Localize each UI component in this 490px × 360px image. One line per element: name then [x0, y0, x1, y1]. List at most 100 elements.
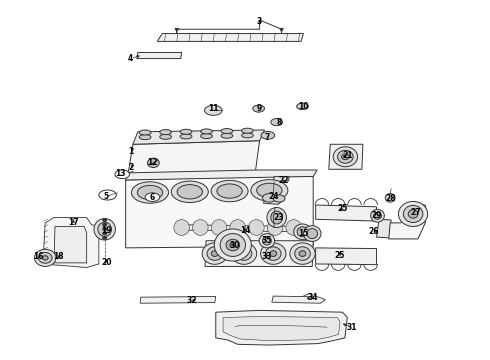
Text: 31: 31: [347, 323, 357, 332]
Ellipse shape: [297, 227, 308, 237]
Polygon shape: [389, 205, 425, 239]
Polygon shape: [316, 205, 376, 221]
Ellipse shape: [211, 251, 218, 256]
Ellipse shape: [139, 130, 151, 135]
Ellipse shape: [342, 154, 349, 159]
Ellipse shape: [211, 220, 227, 235]
Text: 4: 4: [128, 54, 133, 63]
Ellipse shape: [271, 211, 283, 224]
Ellipse shape: [226, 239, 240, 251]
Ellipse shape: [220, 234, 245, 256]
Ellipse shape: [241, 251, 247, 256]
Text: 7: 7: [264, 132, 270, 141]
Ellipse shape: [294, 224, 311, 240]
Ellipse shape: [242, 128, 253, 133]
Text: 33: 33: [262, 252, 272, 261]
Ellipse shape: [201, 129, 212, 134]
Ellipse shape: [408, 210, 418, 218]
Text: 24: 24: [268, 192, 278, 201]
Ellipse shape: [267, 207, 287, 228]
Text: 28: 28: [386, 194, 396, 203]
Ellipse shape: [160, 130, 172, 135]
Text: 22: 22: [279, 176, 289, 185]
Ellipse shape: [270, 251, 277, 256]
Text: 15: 15: [298, 229, 309, 238]
Ellipse shape: [253, 105, 265, 112]
Text: 23: 23: [274, 213, 284, 222]
Ellipse shape: [385, 194, 395, 202]
Ellipse shape: [236, 247, 252, 260]
Ellipse shape: [251, 180, 288, 201]
Polygon shape: [273, 176, 289, 182]
Polygon shape: [137, 53, 182, 59]
Text: 6: 6: [150, 193, 155, 202]
Ellipse shape: [147, 158, 159, 167]
Ellipse shape: [207, 247, 222, 260]
Ellipse shape: [38, 252, 52, 263]
Text: 17: 17: [68, 219, 79, 228]
Ellipse shape: [273, 195, 285, 202]
Ellipse shape: [98, 222, 112, 237]
Text: 16: 16: [33, 252, 43, 261]
Ellipse shape: [137, 185, 163, 200]
Ellipse shape: [333, 147, 358, 167]
Ellipse shape: [231, 243, 257, 264]
Text: 13: 13: [116, 169, 126, 178]
Polygon shape: [125, 170, 317, 180]
Ellipse shape: [193, 220, 208, 235]
Ellipse shape: [266, 247, 281, 260]
Polygon shape: [376, 219, 391, 238]
Ellipse shape: [221, 129, 233, 134]
Text: 19: 19: [101, 225, 111, 234]
Ellipse shape: [204, 105, 222, 115]
Text: 20: 20: [101, 258, 111, 267]
Ellipse shape: [242, 133, 253, 138]
Ellipse shape: [307, 229, 318, 239]
Text: 8: 8: [276, 118, 282, 127]
Ellipse shape: [217, 184, 242, 198]
Text: 32: 32: [186, 296, 196, 305]
Text: 9: 9: [257, 104, 262, 113]
Ellipse shape: [290, 243, 315, 264]
Ellipse shape: [42, 256, 48, 260]
Ellipse shape: [303, 226, 321, 242]
Ellipse shape: [286, 220, 301, 235]
Ellipse shape: [371, 209, 384, 222]
Polygon shape: [205, 241, 313, 266]
Ellipse shape: [180, 134, 192, 139]
Ellipse shape: [374, 212, 381, 219]
Ellipse shape: [160, 134, 172, 139]
Ellipse shape: [338, 150, 353, 163]
Ellipse shape: [180, 129, 192, 134]
Ellipse shape: [398, 202, 428, 226]
Polygon shape: [216, 310, 347, 345]
Polygon shape: [174, 225, 301, 232]
Polygon shape: [54, 226, 87, 263]
Ellipse shape: [94, 219, 116, 240]
Ellipse shape: [261, 243, 286, 264]
Polygon shape: [264, 192, 284, 204]
Ellipse shape: [259, 234, 275, 248]
Text: 10: 10: [298, 102, 309, 111]
Ellipse shape: [263, 237, 271, 245]
Ellipse shape: [263, 194, 276, 202]
Ellipse shape: [103, 228, 107, 230]
Text: 3: 3: [257, 17, 262, 26]
Polygon shape: [43, 217, 99, 267]
Text: 18: 18: [53, 252, 64, 261]
Ellipse shape: [261, 131, 275, 139]
Polygon shape: [125, 176, 313, 248]
Text: 29: 29: [371, 211, 382, 220]
Text: 14: 14: [240, 225, 250, 234]
Ellipse shape: [103, 223, 107, 226]
Ellipse shape: [230, 243, 236, 248]
Ellipse shape: [267, 220, 283, 235]
Polygon shape: [127, 141, 260, 180]
Polygon shape: [223, 316, 340, 341]
Text: 30: 30: [229, 240, 240, 249]
Polygon shape: [329, 144, 363, 169]
Polygon shape: [133, 130, 265, 144]
Ellipse shape: [248, 220, 264, 235]
Polygon shape: [272, 296, 325, 303]
Ellipse shape: [294, 247, 310, 260]
